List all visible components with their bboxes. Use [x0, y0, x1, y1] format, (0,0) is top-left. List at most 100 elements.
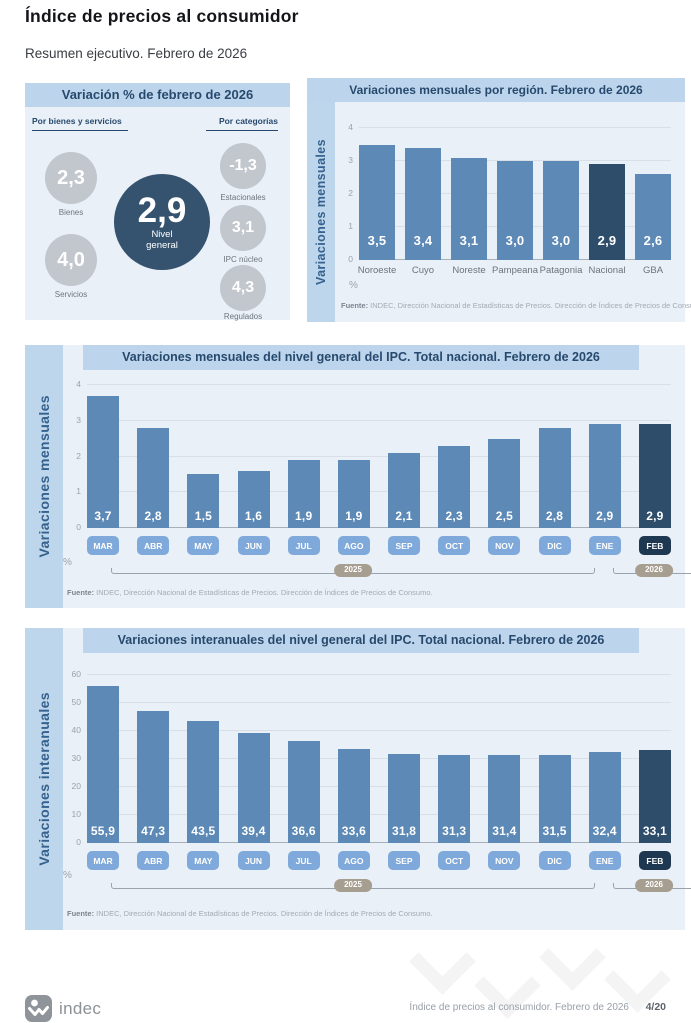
x-slot: Patagonia	[540, 260, 583, 276]
region-chart-panel: Variaciones mensuales por región. Febrer…	[307, 78, 691, 322]
bar-FEB: 33,1	[638, 750, 671, 843]
summary-panel-title: Variación % de febrero de 2026	[25, 83, 290, 107]
gridline-0	[87, 527, 671, 528]
bar-value: 2,1	[395, 509, 413, 523]
month-badge-ENE: ENE	[588, 851, 621, 870]
percent-unit-label: %	[349, 280, 358, 291]
x-label-Pampeana: Pampeana	[492, 265, 538, 276]
x-slot: SEP	[388, 843, 421, 870]
x-slot: SEP	[388, 528, 421, 555]
bar-value: 3,4	[413, 233, 433, 248]
bar-value: 1,6	[244, 509, 263, 523]
ytick-label-0: 0	[76, 837, 81, 847]
bar-Noreste: 3,1	[451, 157, 487, 260]
bar-slot: 1,9	[337, 460, 370, 528]
region-chart-yaxis-label: Variaciones mensuales	[314, 139, 328, 285]
bar-slot: 3,5	[359, 144, 395, 260]
bar-Nacional: 2,9	[589, 164, 625, 260]
bar-JUN: 39,4	[237, 732, 270, 843]
bar-slot: 1,5	[187, 474, 220, 528]
x-axis-row: MAR ABR MAY JUN JUL AGO SEP OCT NOV DIC ENE FEB	[87, 843, 671, 870]
x-slot: ABR	[137, 843, 170, 870]
circle-ipc-nucleo-label: IPC núcleo	[223, 255, 263, 264]
x-slot: JUN	[237, 843, 270, 870]
bar-JUL: 36,6	[287, 740, 320, 843]
gridline-0	[87, 842, 671, 843]
x-label-Nacional: Nacional	[588, 265, 626, 276]
bar-ABR: 47,3	[137, 710, 170, 843]
bar-value: 1,5	[194, 509, 212, 523]
bar-value: 2,3	[445, 509, 463, 523]
bar-value: 31,5	[542, 824, 567, 838]
gridline-2	[87, 455, 671, 457]
bar-slot: 36,6	[287, 740, 320, 843]
bar-ENE: 32,4	[588, 752, 621, 843]
bar-slot: 2,9	[638, 424, 671, 528]
percent-unit-label: %	[63, 870, 72, 881]
month-badge-MAR: MAR	[87, 851, 119, 870]
ytick-label-2: 2	[76, 450, 81, 461]
bar-JUL: 1,9	[287, 460, 320, 528]
month-badge-OCT: OCT	[438, 536, 471, 555]
x-slot: DIC	[538, 843, 571, 870]
nivel-general-label-2: general	[146, 239, 178, 251]
x-slot: FEB	[638, 528, 671, 555]
interannual-chart-title: Variaciones interanuales del nivel gener…	[83, 628, 639, 653]
x-slot: Nacional	[588, 260, 626, 276]
ytick-label-1: 1	[348, 221, 353, 231]
x-slot: OCT	[438, 528, 471, 555]
bar-value: 47,3	[141, 824, 166, 838]
bar-slot: 2,1	[388, 452, 421, 528]
region-chart-source: Fuente: INDEC, Dirección Nacional de Est…	[341, 301, 691, 310]
x-slot: Cuyo	[405, 260, 441, 276]
bar-AGO: 1,9	[337, 460, 370, 528]
bar-AGO: 33,6	[337, 748, 370, 843]
year-bracket-row: 2025 2026	[87, 563, 691, 580]
bar-MAY: 43,5	[187, 721, 220, 843]
month-badge-JUL: JUL	[287, 536, 320, 555]
year-pill-2026: 2026	[635, 878, 673, 892]
year-bracket-row: 2025 2026	[87, 878, 691, 895]
x-slot: OCT	[438, 843, 471, 870]
ytick-label-50: 50	[71, 697, 81, 707]
ytick-label-1: 1	[76, 486, 81, 497]
ytick-label-3: 3	[348, 155, 353, 165]
bar-slot: 3,4	[405, 147, 441, 260]
ytick-label-10: 10	[71, 809, 81, 819]
bar-value: 3,7	[94, 509, 112, 523]
bars-row: 3,7 2,8 1,5 1,6 1,9 1,9 2,1 2,3 2,5 2,8 2,9 2,9	[87, 385, 671, 528]
monthly-chart-source: Fuente: INDEC, Dirección Nacional de Est…	[67, 588, 433, 597]
gridline-50	[87, 702, 671, 703]
x-slot: AGO	[337, 843, 370, 870]
bar-value: 2,9	[596, 509, 614, 523]
bar-slot: 2,8	[137, 427, 170, 528]
bar-DIC: 2,8	[538, 427, 571, 528]
x-slot: ABR	[137, 528, 170, 555]
ytick-label-3: 3	[76, 414, 81, 425]
bar-value: 2,8	[545, 509, 564, 523]
month-badge-FEB: FEB	[638, 851, 671, 870]
bar-MAR: 3,7	[87, 395, 119, 528]
bar-value: 2,8	[144, 509, 162, 523]
x-slot: Pampeana	[492, 260, 538, 276]
bar-value: 32,4	[592, 824, 617, 838]
x-slot: MAY	[187, 528, 220, 555]
x-slot: FEB	[638, 843, 671, 870]
ytick-label-30: 30	[71, 753, 81, 763]
bar-slot: 3,0	[497, 161, 533, 260]
bar-Cuyo: 3,4	[405, 147, 441, 260]
bar-value: 55,9	[90, 824, 116, 838]
page-subtitle: Resumen ejecutivo. Febrero de 2026	[25, 46, 248, 61]
ytick-label-0: 0	[76, 522, 81, 532]
bar-DIC: 31,5	[538, 754, 571, 843]
bar-slot: 1,9	[287, 460, 320, 528]
gridline-1	[87, 491, 671, 493]
bar-slot: 31,3	[438, 755, 471, 843]
ytick-label-40: 40	[71, 725, 81, 735]
bar-slot: 1,6	[237, 470, 270, 528]
bar-SEP: 31,8	[388, 753, 421, 843]
circle-regulados: 4,3	[220, 265, 266, 311]
month-badge-MAY: MAY	[187, 536, 220, 555]
bar-GBA: 2,6	[635, 174, 671, 260]
month-badge-JUL: JUL	[287, 851, 320, 870]
